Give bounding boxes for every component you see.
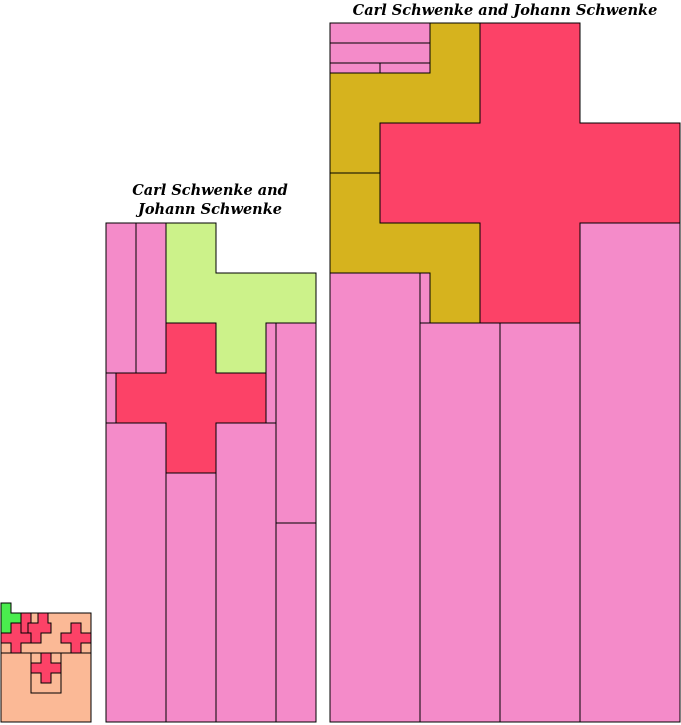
pink-column-3: [215, 422, 277, 723]
pink-small-right: [265, 322, 277, 424]
pink-column-1: [105, 422, 167, 723]
pink-narrow-strip: [419, 272, 431, 324]
pink-top-bar-4: [379, 62, 431, 74]
large-tiling-caption: Carl Schwenke and Johann Schwenke: [352, 2, 658, 19]
small-cross-3: [60, 622, 92, 654]
pink-strip-2: [135, 222, 167, 374]
pink-large-column-4: [579, 222, 681, 723]
pink-small-left: [105, 372, 117, 424]
pink-top-bar-1: [329, 22, 431, 44]
medium-tiling: [105, 222, 317, 723]
medium-caption-line-2: Johann Schwenke: [138, 201, 282, 218]
pink-top-bar-3: [329, 62, 381, 74]
small-tiling: [0, 602, 92, 723]
medium-tiling-caption: Carl Schwenke and Johann Schwenke: [104, 181, 316, 219]
small-cross-4: [30, 652, 62, 684]
large-tiling: [329, 22, 681, 723]
pink-top-bar-2: [329, 42, 431, 64]
medium-caption-line-1: Carl Schwenke and: [132, 182, 288, 199]
pink-tall-right-top: [275, 322, 317, 524]
pink-column-4: [275, 522, 317, 723]
pink-large-column-2: [419, 322, 501, 723]
small-cross-5: [0, 622, 32, 654]
pink-large-column-3: [499, 322, 581, 723]
pink-column-2: [165, 472, 217, 723]
pink-strip-1: [105, 222, 137, 374]
pink-large-column-1: [329, 272, 421, 723]
